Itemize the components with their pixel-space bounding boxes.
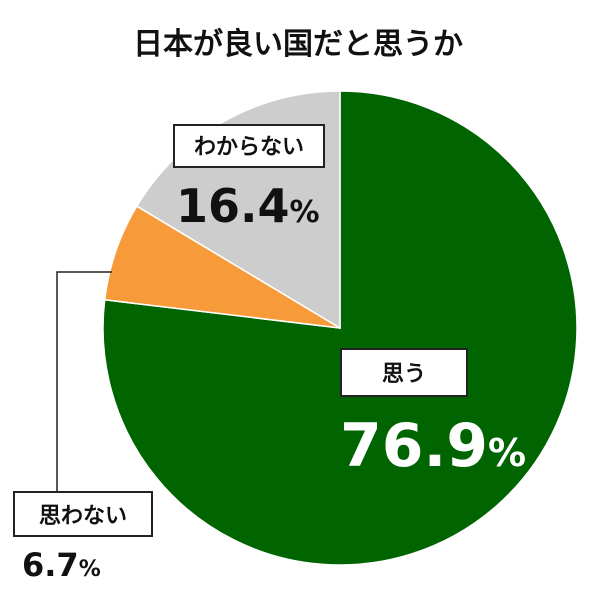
label-box-wakaranai — [173, 124, 325, 168]
slice-label-omowanai: 思わない — [39, 504, 127, 529]
slice-value-number-wakaranai: 16.4 — [176, 179, 290, 233]
slice-value-omou: 76.9% — [340, 411, 526, 481]
label-group-wakaranai: わからない 16.4% — [173, 124, 325, 233]
label-box-omowanai — [13, 491, 153, 537]
label-box-omou — [340, 348, 468, 397]
slice-value-unit-omou: % — [488, 431, 526, 475]
slice-value-omowanai: 6.7% — [22, 546, 101, 584]
leader-line-omowanai — [56, 271, 112, 492]
slice-value-unit-wakaranai: % — [290, 195, 320, 230]
label-group-omou: 思う 76.9% — [340, 348, 526, 481]
slice-value-wakaranai: 16.4% — [176, 179, 320, 233]
slice-label-wakaranai: わからない — [194, 135, 304, 160]
slice-label-omou: 思う — [382, 362, 426, 387]
slice-value-unit-omowanai: % — [79, 557, 101, 582]
slice-value-number-omowanai: 6.7 — [22, 546, 79, 584]
label-group-omowanai: 思わない 6.7% — [13, 491, 153, 584]
slice-value-number-omou: 76.9 — [340, 411, 488, 481]
chart-title: 日本が良い国だと思うか — [133, 27, 463, 62]
pie-slice-omou — [102, 90, 578, 566]
